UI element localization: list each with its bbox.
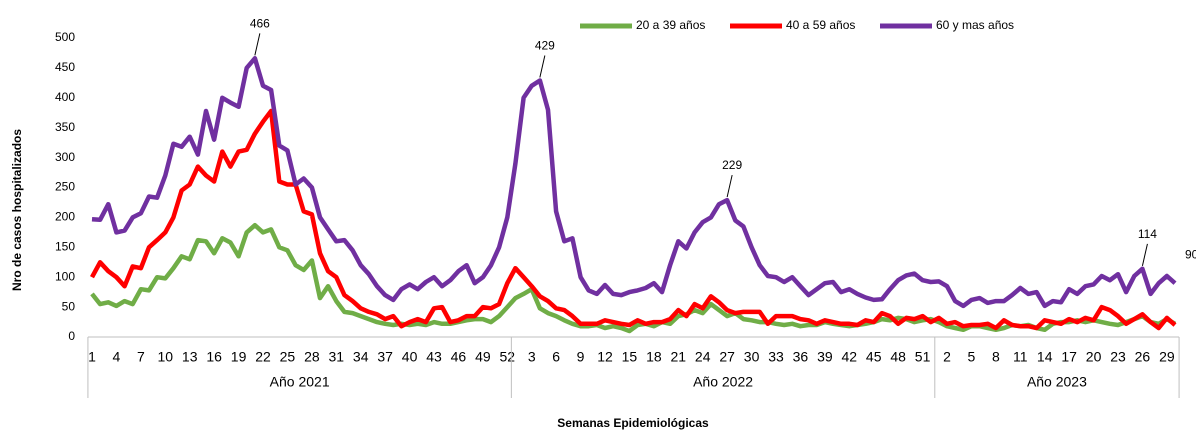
legend-label: 40 a 59 años bbox=[786, 18, 855, 32]
y-tick-label: 350 bbox=[55, 120, 75, 134]
y-axis-title: Nro de casos hospitalizados bbox=[10, 129, 24, 291]
x-tick-label: 16 bbox=[206, 349, 222, 365]
y-tick-label: 450 bbox=[55, 60, 75, 74]
x-tick-label: 12 bbox=[597, 349, 613, 365]
x-tick-label: 39 bbox=[817, 349, 833, 365]
x-tick-label: 31 bbox=[328, 349, 344, 365]
x-tick-label: 42 bbox=[841, 349, 857, 365]
x-tick-label: 52 bbox=[499, 349, 515, 365]
x-tick-label: 27 bbox=[719, 349, 735, 365]
y-tick-label: 50 bbox=[62, 299, 76, 313]
x-tick-label: 29 bbox=[1159, 349, 1175, 365]
x-tick-label: 43 bbox=[426, 349, 442, 365]
data-label: 229 bbox=[722, 158, 742, 172]
data-label: 90 bbox=[1185, 247, 1196, 261]
x-tick-label: 45 bbox=[866, 349, 882, 365]
x-tick-label: 30 bbox=[744, 349, 760, 365]
y-tick-label: 300 bbox=[55, 150, 75, 164]
label-leader bbox=[254, 33, 261, 56]
x-tick-label: 7 bbox=[137, 349, 145, 365]
x-tick-label: 11 bbox=[1013, 349, 1028, 365]
series-line bbox=[91, 56, 1177, 309]
series-line bbox=[90, 108, 1177, 331]
x-tick-label: 10 bbox=[157, 349, 173, 365]
series-line bbox=[90, 222, 1177, 334]
data-label: 466 bbox=[250, 17, 270, 31]
x-tick-label: 21 bbox=[670, 349, 686, 365]
x-tick-label: 1 bbox=[88, 349, 96, 365]
x-tick-label: 51 bbox=[915, 349, 931, 365]
x-tick-label: 17 bbox=[1061, 349, 1077, 365]
x-tick-label: 26 bbox=[1135, 349, 1151, 365]
x-tick-label: 19 bbox=[231, 349, 247, 365]
x-tick-label: 6 bbox=[552, 349, 560, 365]
label-leader bbox=[726, 174, 733, 198]
label-leader bbox=[539, 55, 546, 78]
x-tick-label: 2 bbox=[943, 349, 951, 365]
x-tick-label: 33 bbox=[768, 349, 784, 365]
group-label: Año 2022 bbox=[693, 374, 753, 390]
group-label: Año 2023 bbox=[1027, 374, 1087, 390]
y-tick-label: 500 bbox=[55, 30, 75, 44]
x-tick-label: 25 bbox=[280, 349, 296, 365]
x-tick-label: 18 bbox=[646, 349, 662, 365]
x-tick-label: 3 bbox=[528, 349, 536, 365]
y-tick-label: 250 bbox=[55, 180, 75, 194]
x-tick-label: 37 bbox=[377, 349, 393, 365]
legend-label: 20 a 39 años bbox=[636, 18, 705, 32]
y-tick-label: 200 bbox=[55, 210, 75, 224]
x-tick-label: 13 bbox=[182, 349, 198, 365]
data-label: 114 bbox=[1138, 227, 1157, 241]
x-tick-label: 36 bbox=[793, 349, 809, 365]
x-tick-label: 23 bbox=[1110, 349, 1126, 365]
x-tick-label: 22 bbox=[255, 349, 271, 365]
x-tick-label: 24 bbox=[695, 349, 711, 365]
legend-label: 60 y mas años bbox=[936, 18, 1014, 32]
x-tick-label: 34 bbox=[353, 349, 369, 365]
x-tick-label: 46 bbox=[451, 349, 467, 365]
y-tick-label: 400 bbox=[55, 90, 75, 104]
x-axis-title: Semanas Epidemiológicas bbox=[557, 416, 709, 430]
x-tick-label: 15 bbox=[622, 349, 638, 365]
x-tick-label: 40 bbox=[402, 349, 418, 365]
x-tick-label: 5 bbox=[968, 349, 976, 365]
x-tick-label: 28 bbox=[304, 349, 320, 365]
x-tick-label: 49 bbox=[475, 349, 491, 365]
x-tick-label: 9 bbox=[577, 349, 585, 365]
y-tick-label: 0 bbox=[68, 329, 75, 343]
x-tick-label: 14 bbox=[1037, 349, 1053, 365]
label-leader bbox=[1141, 243, 1148, 266]
y-tick-label: 100 bbox=[55, 269, 75, 283]
x-tick-label: 8 bbox=[992, 349, 1000, 365]
y-tick-label: 150 bbox=[55, 239, 75, 253]
data-label: 429 bbox=[535, 39, 555, 53]
group-label: Año 2021 bbox=[270, 374, 330, 390]
x-tick-label: 4 bbox=[113, 349, 121, 365]
x-tick-label: 20 bbox=[1086, 349, 1102, 365]
x-tick-label: 48 bbox=[890, 349, 906, 365]
